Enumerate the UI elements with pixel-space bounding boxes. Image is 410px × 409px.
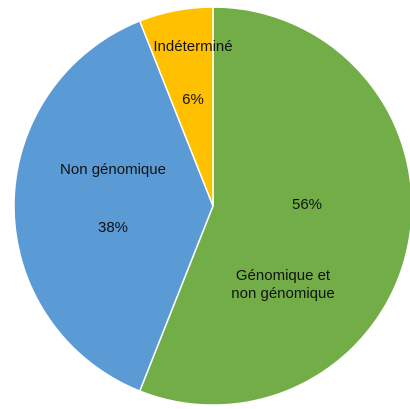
pie-slice	[138, 6, 214, 207]
slice-label: Indéterminé	[153, 38, 232, 55]
slice-label: Génomique et non génomique	[231, 267, 334, 302]
value-label: 6%	[182, 91, 204, 108]
value-label: 38%	[98, 219, 128, 236]
slice-label: Non génomique	[60, 161, 166, 178]
value-label: 56%	[292, 196, 322, 213]
pie-slice	[138, 6, 410, 406]
pie-slice	[13, 20, 214, 393]
